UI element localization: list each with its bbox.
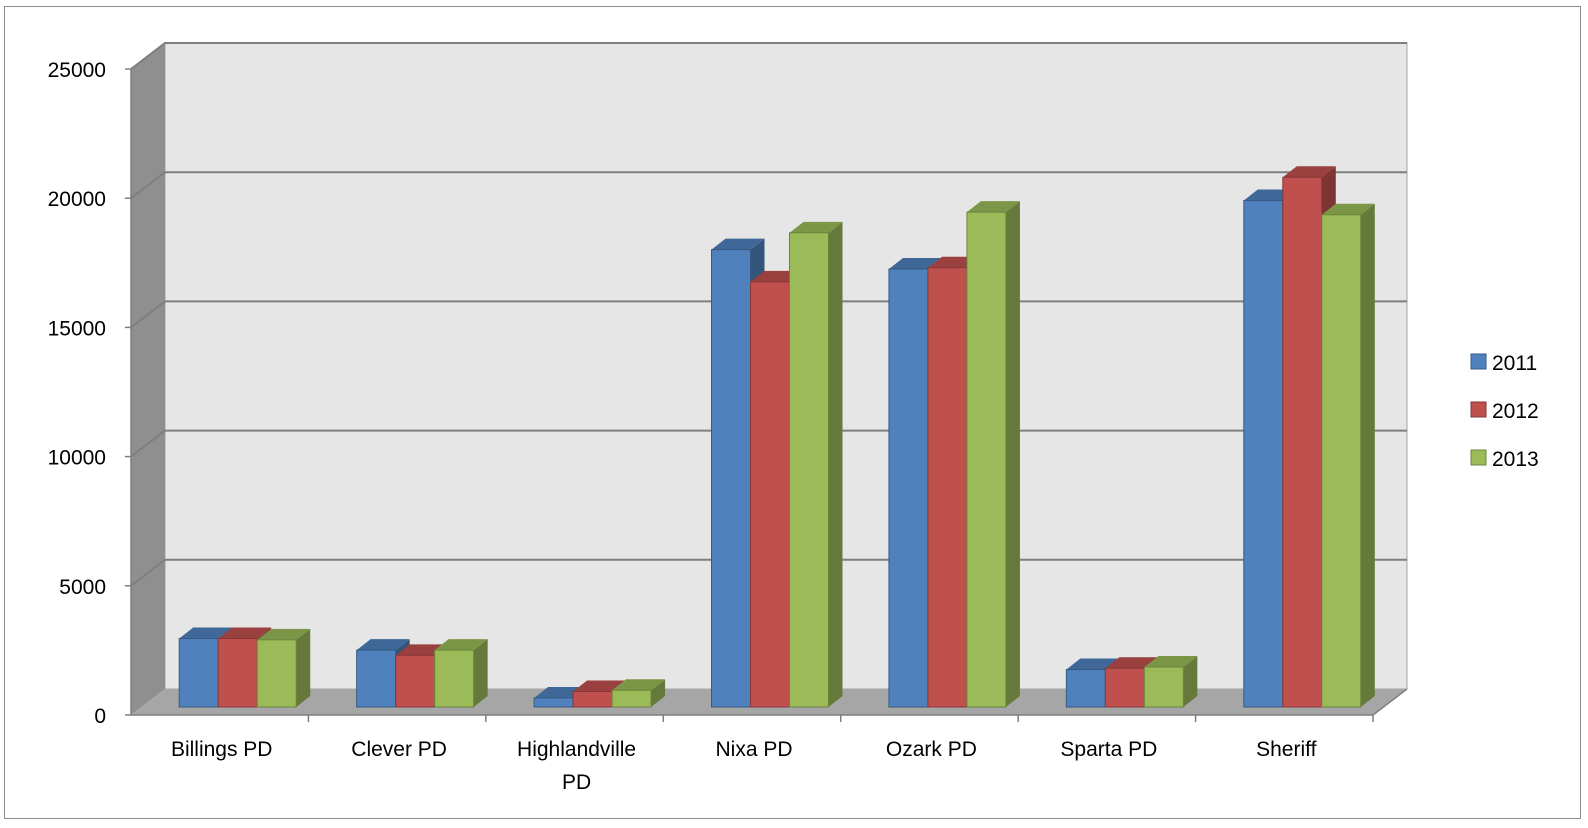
legend-item-2012: 2012 xyxy=(1470,400,1539,423)
legend-label: 2013 xyxy=(1492,448,1539,471)
side-wall xyxy=(131,43,165,715)
bar-2013 xyxy=(256,628,311,708)
bar-side xyxy=(828,221,843,707)
bar-top xyxy=(218,627,272,639)
legend-swatch xyxy=(1470,353,1487,370)
bar-front xyxy=(966,211,1007,708)
bar-side xyxy=(1005,201,1020,707)
x-tick-labels: Billings PD Clever PD Highlandville PD Nixa … xyxy=(171,738,1317,794)
legend-item-2013: 2013 xyxy=(1470,448,1539,471)
gridline xyxy=(130,171,1407,199)
bar-top xyxy=(789,221,843,233)
bar-2013 xyxy=(1143,655,1198,708)
bar-front xyxy=(572,690,613,708)
bar-top xyxy=(1321,203,1375,215)
bar-front xyxy=(927,267,968,708)
legend-swatch xyxy=(1470,449,1487,466)
bar-front xyxy=(178,638,219,708)
y-tick-label: 20000 xyxy=(48,188,106,211)
bar-side xyxy=(296,628,311,707)
bar-top xyxy=(711,238,765,250)
bar-front xyxy=(888,268,929,708)
bar-top xyxy=(1282,166,1336,178)
bar-top xyxy=(257,628,311,640)
bar-front xyxy=(356,649,397,708)
bar-top xyxy=(356,639,410,651)
bar-top xyxy=(434,639,488,651)
x-tick-label: Nixa PD xyxy=(715,738,792,761)
bar-front xyxy=(395,654,436,708)
gridline xyxy=(130,42,1407,70)
bar-front xyxy=(1243,200,1284,708)
legend-label: 2012 xyxy=(1492,400,1539,423)
bar-front xyxy=(611,689,652,708)
y-tick-label: 15000 xyxy=(48,317,106,340)
bar-top xyxy=(888,258,942,270)
floor-edge xyxy=(1372,688,1408,716)
bar-top xyxy=(966,201,1020,213)
bar-front xyxy=(1143,666,1184,708)
bar-top xyxy=(1105,657,1159,669)
bar-2013 xyxy=(434,639,488,708)
bar-front xyxy=(256,639,297,708)
x-tick-label: Sheriff xyxy=(1256,738,1316,761)
bar-top xyxy=(612,679,666,691)
bar-front xyxy=(533,697,574,708)
bar-front xyxy=(434,649,475,708)
x-tick-label: Highlandville PD xyxy=(517,738,636,794)
legend-item-2011: 2011 xyxy=(1470,352,1537,375)
x-tick-label: Billings PD xyxy=(171,738,273,761)
bar-side xyxy=(651,679,666,707)
x-tick-label: Ozark PD xyxy=(886,738,977,761)
bars xyxy=(178,166,1375,708)
bar-top xyxy=(1066,658,1120,670)
legend: 2011 2012 2013 xyxy=(1470,352,1539,471)
y-tick-label: 0 xyxy=(94,705,106,728)
y-tick-labels: 0 5000 10000 15000 20000 25000 xyxy=(48,59,106,728)
bar-2013 xyxy=(611,679,666,708)
legend-label: 2011 xyxy=(1492,352,1537,375)
bar-front xyxy=(217,638,258,708)
bar-front xyxy=(1321,214,1362,708)
bar-2013 xyxy=(789,221,843,708)
bar-front xyxy=(1065,669,1106,708)
bar-top xyxy=(1144,655,1198,667)
bar-front xyxy=(1282,176,1323,708)
bar-2013 xyxy=(966,201,1020,708)
bar-2013 xyxy=(1321,203,1375,708)
bar-top xyxy=(179,627,233,639)
x-tick-label: Clever PD xyxy=(351,738,447,761)
legend-swatch xyxy=(1470,401,1487,418)
axes xyxy=(125,68,1408,722)
bar-side xyxy=(473,639,488,707)
y-tick-label: 10000 xyxy=(48,447,106,470)
bar-front xyxy=(1104,667,1145,708)
bar-front xyxy=(750,281,790,708)
y-tick-label: 25000 xyxy=(48,59,106,82)
bar-side xyxy=(1183,655,1198,707)
bar-side xyxy=(1360,203,1375,708)
bar-top xyxy=(573,680,627,692)
bar-front xyxy=(789,232,829,708)
bar-front xyxy=(711,249,751,708)
x-tick-label: Sparta PD xyxy=(1060,738,1157,761)
y-tick-label: 5000 xyxy=(59,576,106,599)
